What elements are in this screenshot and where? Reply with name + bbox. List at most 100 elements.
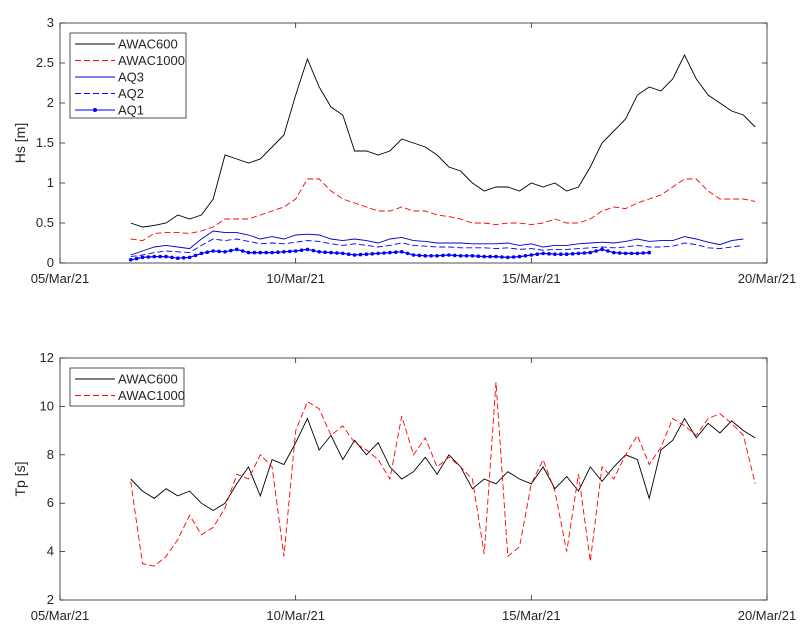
- series-line-awac600: [130, 417, 756, 512]
- data-point-aq1: [558, 252, 563, 256]
- data-point-aq1: [229, 248, 233, 253]
- legend-label-aq1: AQ1: [118, 103, 144, 118]
- data-point-aq1: [293, 249, 298, 253]
- data-point-aq1: [181, 255, 186, 260]
- y-tick-label: 1.5: [36, 135, 54, 150]
- data-point-aq1: [152, 254, 157, 259]
- data-point-aq1: [187, 255, 192, 260]
- data-point-aq1: [287, 249, 292, 254]
- data-point-aq1: [193, 253, 198, 258]
- data-point-aq1: [205, 250, 210, 254]
- series-line-aq2: [130, 238, 744, 258]
- data-point-aq1: [335, 251, 339, 255]
- data-point-aq1: [647, 250, 651, 255]
- x-tick-label: 05/Mar/21: [31, 608, 90, 623]
- data-point-aq1: [511, 255, 516, 259]
- y-tick-label: 12: [40, 350, 54, 365]
- x-tick-label: 15/Mar/21: [502, 271, 561, 286]
- data-point-aq1: [564, 252, 569, 256]
- data-point-aq1: [488, 254, 492, 259]
- data-point-aq1: [246, 250, 251, 255]
- data-point-aq1: [517, 254, 522, 259]
- data-point-aq1: [299, 248, 304, 252]
- data-point-aq1: [199, 251, 204, 256]
- legend-label-awac600: AWAC600: [118, 372, 178, 387]
- data-point-aq1: [217, 249, 221, 254]
- data-point-aq1: [570, 252, 575, 256]
- y-axis-label: Hs [m]: [12, 123, 28, 163]
- data-point-aq1: [535, 252, 540, 256]
- data-point-aq1: [264, 250, 269, 255]
- data-point-aq1: [547, 252, 551, 256]
- data-point-aq1: [258, 250, 263, 255]
- x-tick-label: 20/Mar/21: [738, 608, 797, 623]
- x-tick-label: 10/Mar/21: [266, 608, 325, 623]
- data-point-aq1: [341, 251, 345, 256]
- data-point-aq1: [635, 251, 640, 256]
- data-point-aq1: [176, 256, 180, 261]
- data-point-aq1: [128, 258, 133, 262]
- data-point-aq1: [223, 250, 227, 254]
- data-point-aq1: [441, 253, 445, 258]
- data-point-aq1: [588, 250, 593, 255]
- data-point-aq1: [505, 255, 510, 260]
- data-point-aq1: [594, 249, 598, 253]
- data-point-aq1: [464, 254, 469, 258]
- data-point-aq1: [364, 252, 369, 256]
- x-tick-label: 15/Mar/21: [502, 608, 561, 623]
- data-point-aq1: [399, 250, 404, 254]
- data-point-aq1: [641, 251, 646, 255]
- data-point-aq1: [458, 254, 463, 258]
- data-point-aq1: [270, 250, 274, 255]
- data-point-aq1: [476, 254, 481, 258]
- data-point-aq1: [553, 252, 557, 256]
- data-point-aq1: [447, 253, 451, 257]
- legend-box: [69, 32, 187, 119]
- y-tick-label: 2: [47, 95, 54, 110]
- hs-subplot: 0 0.5 1 1.5 2 2.5 3 05/Mar/21 10/Mar/21 15/Mar/21…: [12, 15, 796, 286]
- data-point-aq1: [541, 251, 545, 256]
- data-point-aq1: [358, 252, 363, 257]
- data-point-aq1: [311, 248, 316, 253]
- data-point-aq1: [252, 250, 257, 255]
- data-point-aq1: [411, 253, 416, 257]
- y-tick-label: 2.5: [36, 55, 54, 70]
- data-point-aq1: [429, 254, 433, 258]
- data-point-aq1: [394, 250, 398, 254]
- data-point-aq1: [352, 253, 357, 257]
- data-point-aq1: [211, 249, 215, 253]
- series-line-aq3: [130, 230, 744, 256]
- data-point-aq1: [423, 254, 428, 258]
- data-point-aq1: [435, 254, 439, 258]
- data-point-aq1: [452, 253, 457, 258]
- data-point-aq1: [146, 255, 151, 259]
- data-point-aq1: [305, 247, 310, 252]
- data-point-aq1: [276, 250, 280, 254]
- y-tick-label: 3: [47, 15, 54, 30]
- data-point-aq1: [240, 249, 245, 253]
- y-tick-label: 6: [47, 495, 54, 510]
- data-point-aq1: [623, 251, 628, 256]
- data-point-aq1: [346, 252, 351, 256]
- legend-label-awac1000: AWAC1000: [118, 53, 185, 68]
- data-point-aq1: [612, 250, 616, 255]
- series-line-awac1000: [130, 382, 756, 567]
- series-line-awac1000: [130, 178, 756, 242]
- y-tick-label: 2: [47, 592, 54, 607]
- legend-label-aq2: AQ2: [118, 86, 144, 101]
- y-tick-label: 10: [40, 398, 54, 413]
- data-point-aq1: [376, 251, 380, 256]
- legend-label-awac1000: AWAC1000: [118, 388, 185, 403]
- data-point-aq1: [329, 250, 333, 255]
- y-tick-label: 8: [47, 447, 54, 462]
- y-axis-label: Tp [s]: [12, 461, 28, 496]
- data-point-aq1: [600, 247, 604, 252]
- data-point-aq1: [405, 251, 410, 256]
- data-point-aq1: [629, 251, 634, 256]
- data-point-aq1: [170, 255, 174, 260]
- data-point-aq1: [500, 255, 504, 259]
- tp-subplot: 2 4 6 8 10 12 05/Mar/21 10/Mar/21 15/Mar/21 20/Ma…: [12, 350, 796, 623]
